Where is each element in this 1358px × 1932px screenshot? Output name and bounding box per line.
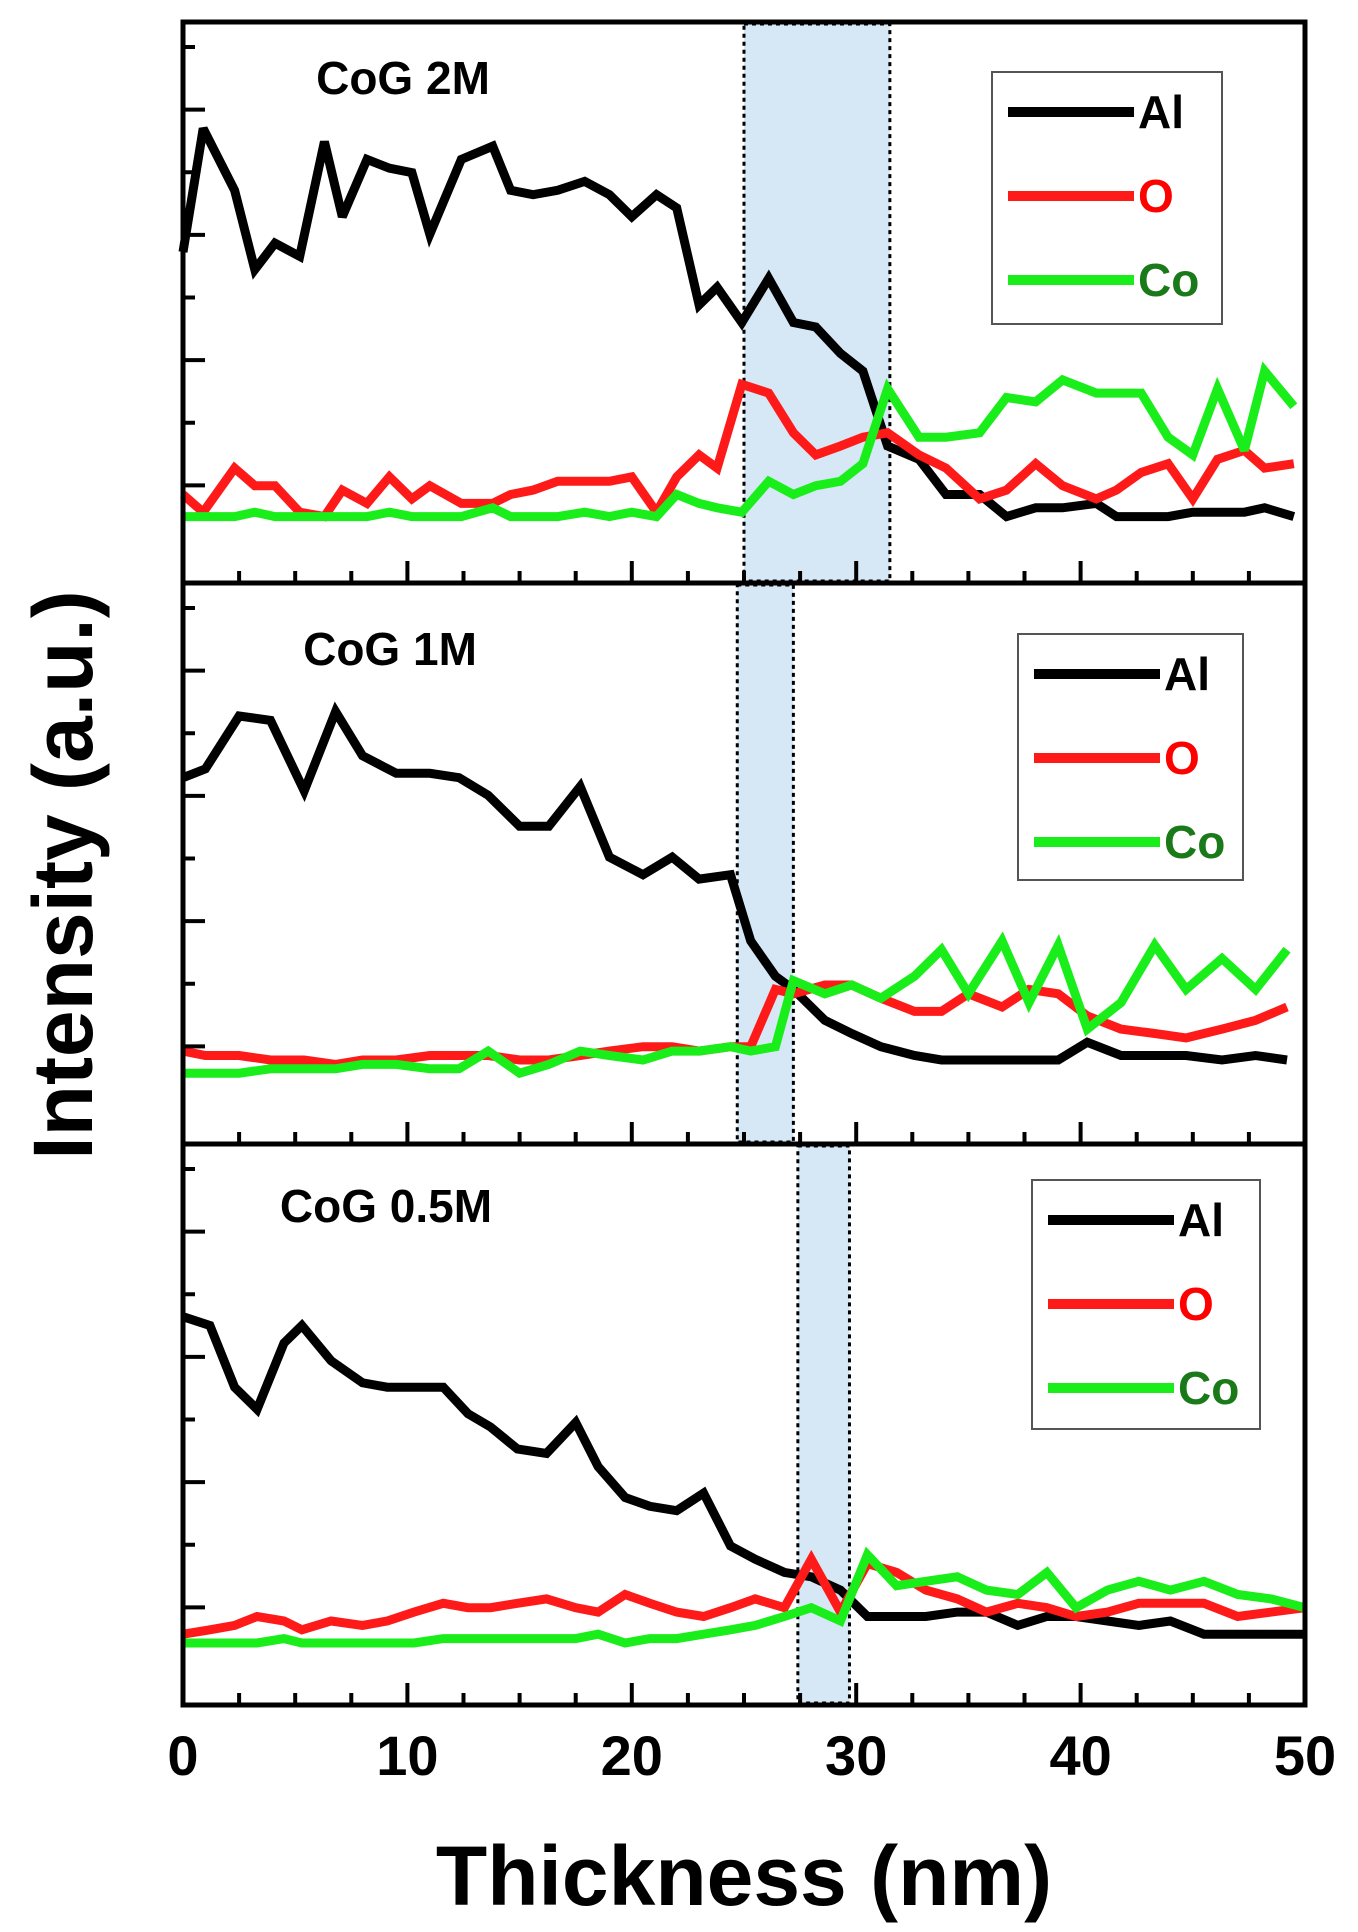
series-line-co [183, 931, 1291, 1079]
legend-label-co: Co [1138, 254, 1199, 306]
y-axis-label: Intensity (a.u.) [16, 590, 110, 1159]
legend-label-al: Al [1164, 648, 1210, 700]
x-tick-label: 0 [167, 1724, 198, 1787]
x-axis-label: Thickness (nm) [436, 1829, 1052, 1923]
panel-1: CoG 2M Al O Co [178, 19, 1308, 586]
x-tick-label: 10 [376, 1724, 438, 1787]
x-tick-label: 20 [601, 1724, 663, 1787]
series-line-o [180, 378, 1295, 522]
legend-label-co: Co [1164, 816, 1225, 868]
series-line-al [181, 701, 1288, 1065]
series-line-o [182, 1549, 1306, 1639]
legend-label-o: O [1138, 170, 1174, 222]
x-tick-label: 30 [825, 1724, 887, 1787]
legend-label-al: Al [1138, 86, 1184, 138]
legend-label-o: O [1178, 1278, 1214, 1330]
panel-title: CoG 1M [303, 623, 477, 675]
series-line-al [178, 126, 1296, 522]
legend-label-al: Al [1178, 1194, 1224, 1246]
panel-2: CoG 1M Al O Co [180, 580, 1308, 1147]
x-tick-label: 40 [1049, 1724, 1111, 1787]
legend: Al O Co [1031, 1179, 1261, 1430]
legend-label-co: Co [1178, 1362, 1239, 1414]
highlight-band [735, 583, 795, 1144]
panel-title: CoG 2M [316, 52, 490, 104]
panel-3: CoG 0.5M Al O Co [180, 1141, 1308, 1708]
legend: Al O Co [1017, 633, 1244, 881]
x-tick-label: 50 [1274, 1724, 1336, 1787]
legend-label-o: O [1164, 732, 1200, 784]
highlight-band [742, 22, 892, 583]
panel-title: CoG 0.5M [280, 1180, 492, 1232]
series-line-co [183, 361, 1298, 522]
series-line-co [183, 1546, 1307, 1648]
legend: Al O Co [991, 71, 1223, 325]
